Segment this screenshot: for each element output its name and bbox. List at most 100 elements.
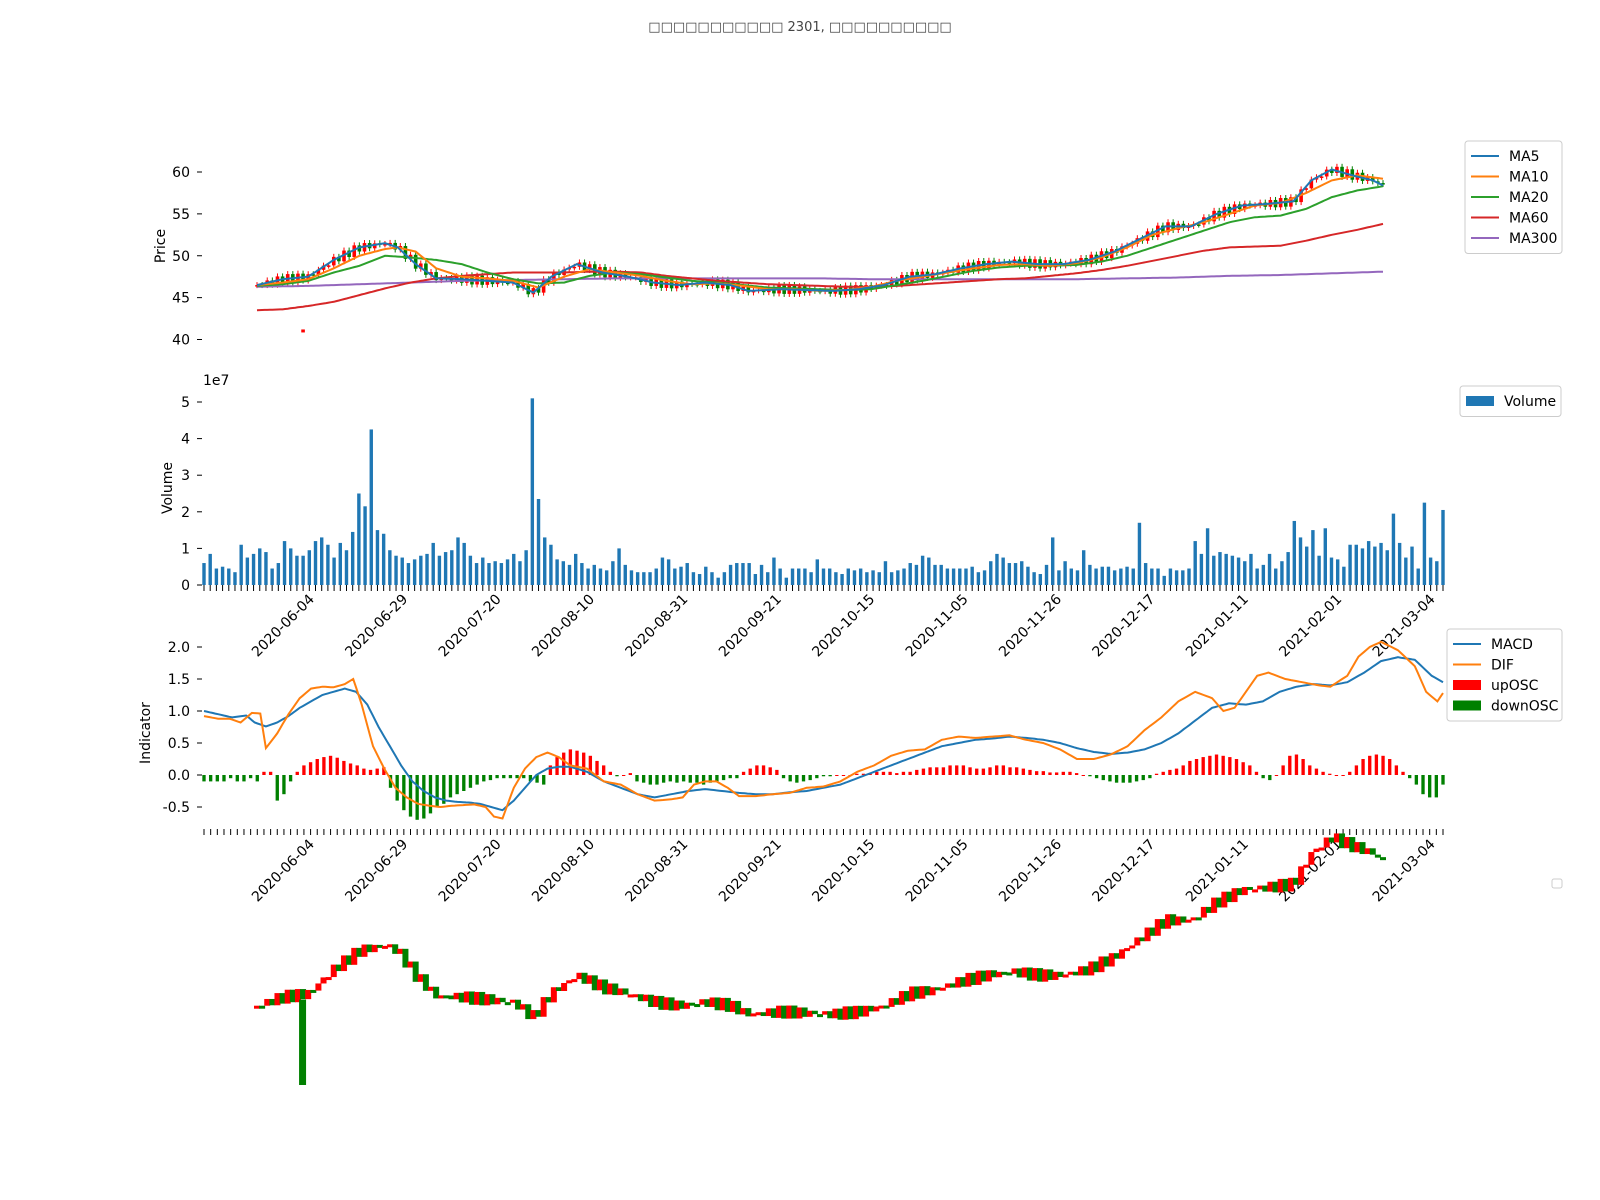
overlay-candle xyxy=(724,997,731,1012)
volume-bar xyxy=(673,568,677,585)
overlay-candle xyxy=(1170,914,1177,926)
overlay-candle xyxy=(914,986,921,999)
volume-bar xyxy=(394,555,398,585)
candle-body xyxy=(429,272,433,275)
volume-bar xyxy=(617,548,621,585)
volume-bar xyxy=(1274,568,1278,585)
down-osc-bar xyxy=(515,775,519,779)
up-osc-bar xyxy=(1361,759,1365,775)
indicator-date-label: 2020-11-05 xyxy=(903,837,972,906)
overlay-candle xyxy=(1134,937,1141,946)
volume-bar xyxy=(462,542,466,585)
overlay-candle xyxy=(1180,916,1187,923)
overlay-candle xyxy=(1221,891,1228,908)
overlay-candle xyxy=(417,974,424,982)
volume-bar xyxy=(1199,553,1204,585)
down-osc-bar xyxy=(488,775,493,781)
overlay-candle xyxy=(346,955,353,965)
up-osc-bar xyxy=(768,767,772,775)
volume-bar xyxy=(481,557,485,585)
overlay-candle xyxy=(428,986,435,991)
volume-bar xyxy=(313,541,318,585)
volume-bar xyxy=(375,530,380,585)
up-osc-bar xyxy=(608,771,613,775)
volume-bar xyxy=(1366,541,1371,585)
volume-bar xyxy=(320,537,324,585)
overlay-candle xyxy=(310,989,317,993)
candle-body xyxy=(1304,188,1309,190)
volume-bar xyxy=(543,537,547,585)
overlay-candle xyxy=(883,1005,890,1009)
volume-ytick-label: 0 xyxy=(181,578,190,594)
price-ytick-label: 60 xyxy=(172,165,190,181)
candle-body xyxy=(1381,183,1385,185)
volume-bar xyxy=(821,568,826,585)
overlay-candle xyxy=(453,992,460,1000)
legend-label-volume: Volume xyxy=(1504,394,1556,410)
overlay-candle xyxy=(663,997,670,1010)
overlay-candle xyxy=(1308,852,1315,865)
overlay-candle xyxy=(269,998,276,1006)
overlay-candle xyxy=(755,1012,762,1016)
overlay-candle xyxy=(371,944,378,953)
volume-bar xyxy=(530,398,535,585)
overlay-candle xyxy=(1287,877,1294,892)
up-osc-bar xyxy=(1174,768,1179,775)
overlay-candle xyxy=(873,1006,880,1012)
down-osc-bar xyxy=(701,775,706,785)
volume-bar xyxy=(338,542,342,585)
volume-bar xyxy=(803,568,807,585)
chart-title: □□□□□□□□□□□ 2301, □□□□□□□□□□ xyxy=(648,20,952,35)
candle-body xyxy=(505,282,510,285)
legend-label-dif: DIF xyxy=(1491,658,1514,674)
price-ytick-label: 50 xyxy=(172,249,190,265)
empty-legend-box xyxy=(1551,878,1563,889)
overlay-candle xyxy=(1380,857,1386,861)
volume-bar xyxy=(1236,557,1241,585)
down-osc-bar xyxy=(535,775,539,783)
overlay-candle xyxy=(694,1004,701,1008)
volume-bar xyxy=(1391,513,1396,585)
overlay-candle xyxy=(904,991,911,1002)
volume-bar xyxy=(1020,561,1024,585)
volume-ytick-label: 5 xyxy=(181,395,190,411)
volume-bar xyxy=(512,553,516,585)
overlay-candle xyxy=(1262,885,1269,892)
overlay-candle xyxy=(842,1006,849,1020)
volume-bar xyxy=(790,568,795,585)
overlay-candle xyxy=(1236,888,1243,896)
overlay-candle xyxy=(474,991,481,1005)
volume-bar xyxy=(704,566,708,585)
up-osc-bar xyxy=(348,763,353,775)
overlay-candle xyxy=(422,974,429,991)
indicator-panel: -0.5 0.0 0.5 1.0 1.5 2.0 Indicator 2020-06-04 20… xyxy=(138,628,1563,906)
up-osc-bar xyxy=(568,749,573,775)
volume-ytick-label: 2 xyxy=(181,505,190,521)
overlay-candle xyxy=(586,975,593,984)
volume-bar xyxy=(1069,568,1074,585)
up-osc-bar xyxy=(921,768,926,775)
up-osc-bar xyxy=(1021,768,1026,775)
up-osc-bar xyxy=(841,775,846,776)
volume-bar xyxy=(474,563,479,585)
overlay-candle xyxy=(929,987,936,996)
volume-bar xyxy=(580,563,584,585)
overlay-candle xyxy=(1165,914,1172,929)
up-osc-bar xyxy=(741,771,746,775)
down-osc-bar xyxy=(1434,775,1439,798)
volume-date-label: 2020-07-20 xyxy=(436,592,505,661)
overlay-candle xyxy=(1200,906,1207,918)
down-osc-bar xyxy=(1114,775,1119,783)
volume-bar xyxy=(202,563,206,585)
volume-bar xyxy=(1305,546,1309,585)
down-osc-bar xyxy=(395,775,399,801)
overlay-candle xyxy=(530,1010,537,1020)
down-osc-bar xyxy=(788,775,792,782)
up-osc-bar xyxy=(861,773,866,775)
overlay-candle xyxy=(1318,847,1325,851)
overlay-candle xyxy=(341,955,348,972)
overlay-candle xyxy=(689,1002,696,1006)
overlay-candle xyxy=(494,997,501,1005)
volume-bar xyxy=(604,570,609,585)
